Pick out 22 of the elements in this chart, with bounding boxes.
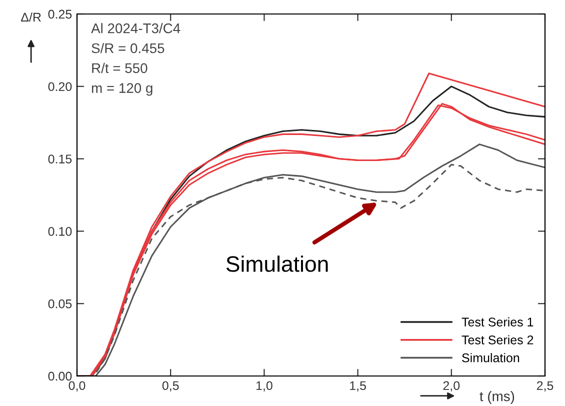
y-tick-label: 0.20 xyxy=(48,82,72,92)
y-axis-title: Δ/R xyxy=(21,12,41,22)
y-tick-label: 0.15 xyxy=(48,154,72,164)
x-axis-title: t (ms) xyxy=(480,391,514,404)
x-tick-label: 0,5 xyxy=(162,381,179,392)
annotation: m = 120 g xyxy=(92,83,152,96)
y-tick-label: 0.05 xyxy=(48,299,72,308)
y-tick-label: 0.25 xyxy=(48,10,72,19)
x-tick-label: 1,5 xyxy=(350,381,366,392)
y-tick-label: 0.00 xyxy=(48,372,72,381)
legend-label: Test Series 1 xyxy=(462,317,534,326)
x-tick-label: 2,0 xyxy=(443,381,460,392)
x-tick-label: 0,0 xyxy=(68,381,86,392)
annotation: Al 2024-T3/C4 xyxy=(91,23,180,34)
x-tick-label: 1,0 xyxy=(256,381,272,392)
y-tick-label: 0.10 xyxy=(48,227,72,236)
annotation: Simulation xyxy=(226,256,328,272)
legend-label: Test Series 2 xyxy=(462,335,534,344)
legend-label: Simulation xyxy=(462,353,520,362)
annotation: R/t = 550 xyxy=(92,62,148,74)
x-tick-label: 2,5 xyxy=(536,381,554,392)
annotation: S/R = 0.455 xyxy=(92,42,164,54)
